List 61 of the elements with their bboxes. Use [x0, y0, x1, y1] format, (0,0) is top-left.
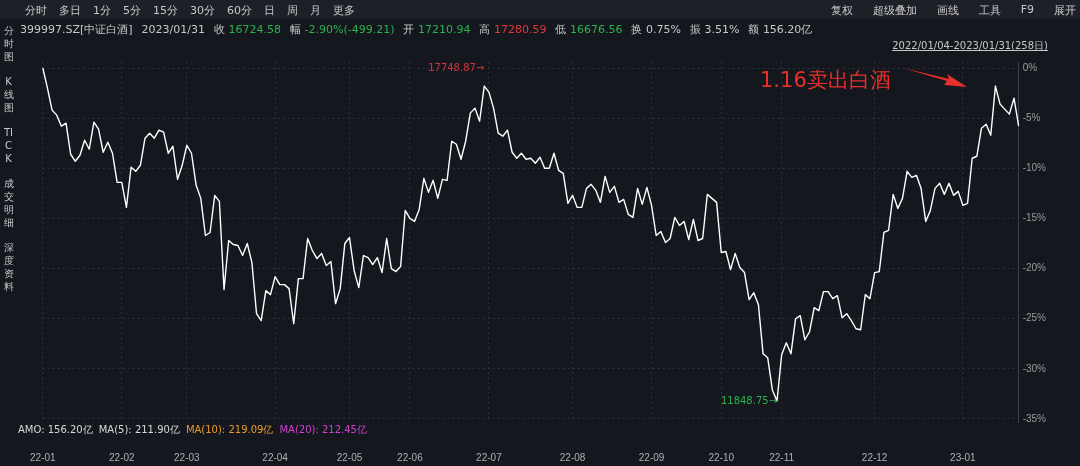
x-tick-label: 22-04 [262, 451, 289, 463]
x-tick-label: 22-08 [559, 451, 586, 463]
text: TICK [3, 126, 14, 165]
y-tick-label: -30% [1022, 362, 1047, 374]
text: 日 [264, 3, 275, 18]
text: 复权 [830, 3, 853, 18]
text: 2023/01/31 [141, 23, 205, 36]
text: MA(10): 219.09亿 [185, 424, 274, 435]
text: F9 [1020, 3, 1034, 16]
x-tick-label: 22-09 [638, 451, 665, 463]
y-tick-label: -15% [1022, 212, 1047, 224]
text: 更多 [333, 3, 355, 18]
text: MA(5): 211.90亿 [98, 424, 180, 435]
chart-title: 399997.SZ[中证白酒] [20, 23, 133, 36]
text: 15分 [153, 3, 178, 18]
text: 画线 [936, 3, 959, 18]
text: 30分 [190, 3, 215, 18]
text: 换 0.75% [631, 23, 681, 36]
y-tick-label: 0% [1022, 61, 1038, 73]
text: 振 3.51% [689, 23, 740, 36]
x-tick-label: 23-01 [950, 451, 977, 463]
text: 深度资料 [3, 241, 14, 293]
x-tick-label: 22-05 [336, 451, 363, 463]
text: 开 17210.94 [403, 23, 471, 36]
text: 2022/01/04-2023/01/31(258日) [892, 39, 1048, 53]
annotation: 11848.75→ [720, 394, 778, 406]
y-tick-label: -5% [1022, 111, 1041, 123]
text: K线图 [3, 75, 14, 114]
x-tick-label: 22-07 [476, 451, 503, 463]
text: 5分 [123, 3, 141, 18]
text: 工具 [978, 3, 1001, 18]
text: 月 [310, 3, 321, 18]
y-tick-label: -35% [1022, 412, 1047, 424]
y-tick-label: -10% [1022, 162, 1047, 174]
text: 分时 [25, 3, 47, 18]
text: 收 16724.58 [214, 23, 281, 36]
text: 60分 [227, 3, 252, 18]
text: 分时图 [3, 24, 14, 63]
text: 展开 [1054, 3, 1076, 18]
x-tick-label: 22-03 [174, 451, 201, 463]
y-tick-label: -25% [1022, 312, 1047, 324]
text: AMO: 156.20亿 [18, 424, 93, 435]
annotation: 17748.87→ [428, 61, 485, 73]
text: 周 [287, 3, 298, 18]
y-tick-label: -20% [1022, 262, 1047, 274]
text: 幅 -2.90%(-499.21) [290, 23, 395, 36]
text: 成交明细 [3, 177, 14, 229]
text: 1分 [93, 3, 111, 18]
x-tick-label: 22-10 [708, 451, 735, 463]
x-tick-label: 22-01 [30, 451, 57, 463]
text: MA(20): 212.45亿 [279, 424, 367, 435]
x-tick-label: 22-02 [109, 451, 136, 463]
text: 额 156.20亿 [748, 23, 813, 36]
annotation: 1.16卖出白酒 [760, 67, 891, 94]
x-tick-label: 22-06 [397, 451, 424, 463]
text: 多日 [59, 3, 81, 18]
text: 低 16676.56 [555, 23, 623, 36]
text: 高 17280.59 [479, 23, 547, 36]
x-tick-label: 22-11 [769, 451, 795, 463]
x-tick-label: 22-12 [861, 451, 888, 463]
text: 超级叠加 [872, 3, 917, 18]
